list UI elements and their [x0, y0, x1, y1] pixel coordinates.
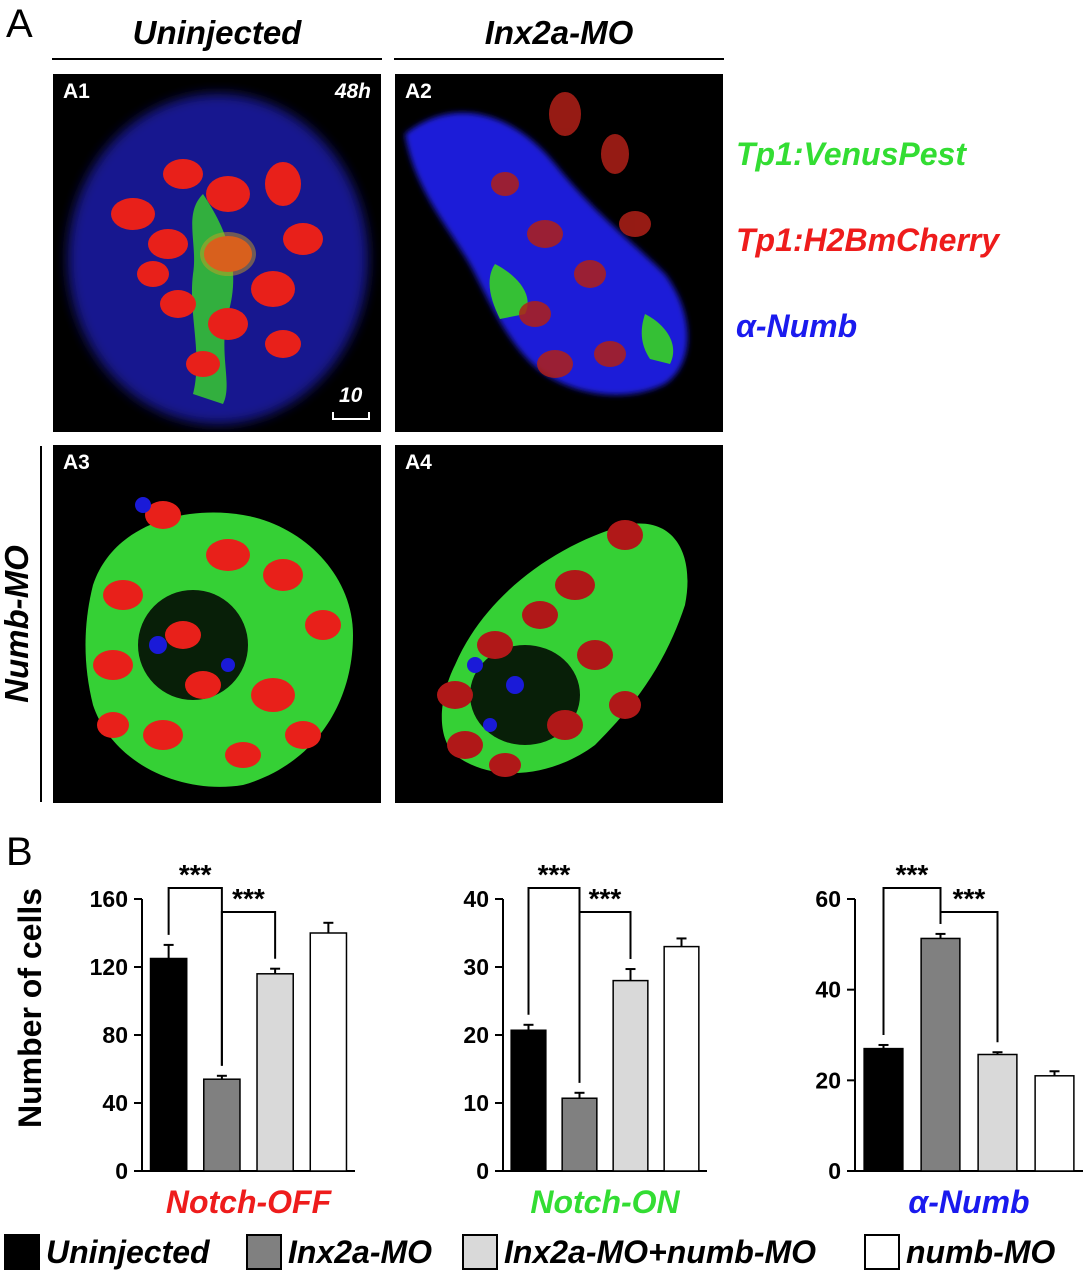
y-tick-label: 60 [815, 886, 841, 912]
significance-bracket [220, 911, 277, 1066]
bar [561, 1097, 598, 1172]
bar [663, 945, 700, 1172]
legend-swatch [462, 1234, 498, 1270]
channel-label-h2bmcherry: Tp1:H2BmCherry [736, 222, 1000, 258]
x-axis-label: Notch-OFF [166, 1184, 333, 1220]
y-tick-label: 0 [476, 1158, 489, 1184]
y-tick-label: 40 [463, 886, 489, 912]
bar [203, 1078, 241, 1172]
significance-label: *** [953, 883, 986, 914]
legend-swatch [864, 1234, 900, 1270]
y-tick-label: 40 [815, 977, 841, 1003]
panel-letter-a: A [6, 2, 33, 46]
y-tick-label: 80 [102, 1022, 128, 1048]
column-heading-rule [52, 58, 382, 60]
row-heading-numb-mo: Numb-MO [0, 545, 35, 703]
bar [920, 937, 961, 1172]
scale-bar-label: 10 [339, 384, 363, 407]
micrograph-a3: A3 [53, 445, 381, 803]
panel-letter-b: B [6, 830, 33, 874]
significance-label: *** [896, 859, 929, 890]
bar [863, 1047, 904, 1172]
significance-label: *** [232, 883, 265, 914]
significance-bracket [882, 887, 942, 1035]
legend-item-numb-mo: numb-MO [864, 1232, 1055, 1272]
significance-bracket [578, 911, 632, 1083]
column-heading-rule [394, 58, 724, 60]
y-tick-label: 10 [463, 1090, 489, 1116]
bar [977, 1053, 1018, 1172]
y-tick-label: 40 [102, 1090, 128, 1116]
tile-label-a1: A1 [63, 80, 90, 103]
legend-item-uninjected: Uninjected [4, 1232, 210, 1272]
tile-label-a2: A2 [405, 80, 432, 103]
legend-label: numb-MO [906, 1233, 1056, 1270]
column-heading-uninjected: Uninjected [132, 14, 302, 51]
bar [612, 979, 649, 1172]
tile-label-a3: A3 [63, 451, 90, 474]
channel-label-numb: α-Numb [736, 308, 858, 344]
bar [149, 957, 188, 1172]
y-tick-label: 120 [90, 954, 128, 980]
legend-swatch [4, 1234, 40, 1270]
bar [1034, 1075, 1075, 1172]
tile-label-a4: A4 [405, 451, 432, 474]
micrograph-a4: A4 [395, 445, 723, 803]
legend-label: Inx2a-MO [288, 1233, 433, 1270]
significance-label: *** [538, 859, 571, 890]
y-tick-label: 20 [463, 1022, 489, 1048]
legend-swatch [246, 1234, 282, 1270]
y-tick-label: 160 [90, 886, 128, 912]
row-heading-rule [40, 446, 42, 802]
legend-item-inx2a-numb-mo: Inx2a-MO+numb-MO [462, 1232, 816, 1272]
bar [309, 932, 348, 1172]
significance-label: *** [589, 883, 622, 914]
time-label: 48h [334, 80, 371, 103]
bar [256, 973, 294, 1172]
bar-charts: 0 40 80 120 160 *** *** Notch-OFF 0 10 20 30 40 *** **… [90, 859, 1083, 1220]
legend-label: Inx2a-MO+numb-MO [504, 1233, 817, 1270]
micrograph-a2: A2 [395, 74, 723, 432]
x-axis-label: Notch-ON [530, 1184, 680, 1220]
column-heading-inx2a: Inx2a-MO [484, 14, 634, 51]
y-tick-label: 0 [115, 1158, 128, 1184]
y-tick-label: 30 [463, 954, 489, 980]
significance-bracket [939, 911, 999, 1043]
legend: Uninjected Inx2a-MO Inx2a-MO+numb-MO num… [0, 1226, 1092, 1276]
legend-label: Uninjected [46, 1233, 210, 1270]
bar [510, 1029, 547, 1172]
legend-item-inx2a-mo: Inx2a-MO [246, 1232, 432, 1272]
channel-label-venuspest: Tp1:VenusPest [736, 136, 966, 172]
x-axis-label: α-Numb [908, 1184, 1029, 1220]
y-tick-label: 0 [828, 1158, 841, 1184]
y-tick-label: 20 [815, 1067, 841, 1093]
significance-label: *** [179, 859, 212, 890]
micrograph-a1: A1 48h 10 [53, 74, 381, 432]
